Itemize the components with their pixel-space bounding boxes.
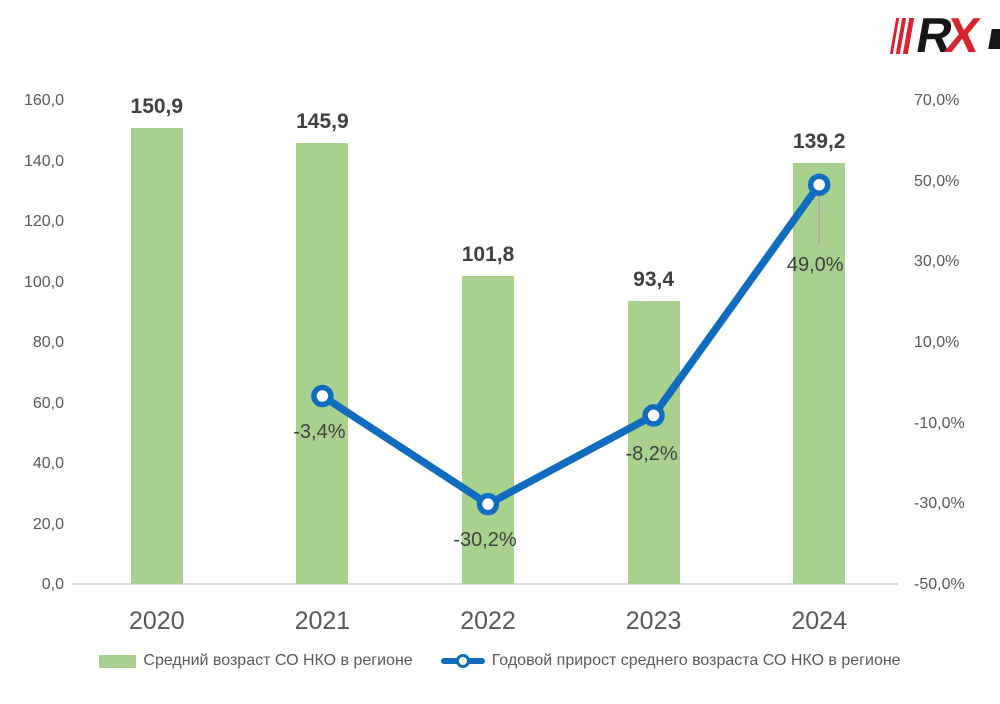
- bar-swatch-icon: [99, 654, 137, 668]
- bar-2020: [130, 127, 183, 584]
- left-axis-tick: 100,0: [23, 273, 64, 291]
- right-axis-tick: -10,0%: [914, 414, 965, 432]
- x-axis-line: [72, 583, 898, 585]
- left-axis-tick: 60,0: [32, 394, 64, 412]
- right-axis-tick: -50,0%: [914, 576, 965, 593]
- line-swatch-icon: [440, 653, 485, 669]
- left-axis-tick: 160,0: [23, 92, 64, 109]
- line-value-label: -3,4%: [293, 421, 346, 444]
- logo-letter-x: X: [941, 9, 982, 63]
- right-axis-tick: 50,0%: [914, 172, 960, 190]
- left-axis-tick: 140,0: [23, 152, 64, 170]
- bar-value-label: 93,4: [633, 268, 675, 292]
- left-axis-tick: 80,0: [32, 334, 64, 351]
- legend-item-line: Годовой прирост среднего возраста СО НКО…: [440, 652, 901, 670]
- legend-label-bar: Средний возраст СО НКО в регионе: [143, 652, 413, 669]
- left-axis-tick: 20,0: [32, 515, 64, 533]
- bar-2024: [793, 162, 846, 584]
- logo-stripes-icon: [889, 18, 917, 54]
- line-value-label: -8,2%: [625, 443, 678, 466]
- line-value-label: 49,0%: [786, 253, 844, 276]
- bar-value-label: 101,8: [461, 243, 515, 267]
- right-axis-tick: 10,0%: [914, 334, 960, 351]
- left-axis-tick: 0,0: [41, 576, 64, 593]
- x-axis-label-2020: 2020: [128, 607, 185, 635]
- growth-line: [318, 180, 823, 508]
- line-value-label: -30,2%: [453, 529, 517, 552]
- right-axis-tick: -30,0%: [914, 495, 965, 513]
- x-axis-label-2021: 2021: [294, 607, 351, 635]
- legend: Средний возраст СО НКО в регионе Годовой…: [0, 652, 1000, 670]
- left-axis-tick: 40,0: [32, 455, 64, 472]
- bar-value-label: 150,9: [130, 94, 184, 118]
- rx-logo: R X: [889, 9, 982, 63]
- left-axis-tick: 120,0: [23, 213, 64, 230]
- legend-marker-icon: [455, 654, 470, 668]
- right-axis-tick: 30,0%: [914, 253, 960, 271]
- right-axis-tick: 70,0%: [914, 92, 960, 109]
- bar-value-label: 139,2: [792, 129, 846, 153]
- x-axis-label-2022: 2022: [460, 607, 516, 635]
- bar-2021: [296, 142, 349, 584]
- logo-fragment: [988, 29, 1000, 49]
- legend-item-bar: Средний возраст СО НКО в регионе: [99, 652, 413, 670]
- x-axis-label-2023: 2023: [625, 607, 682, 635]
- bar-value-label: 145,9: [296, 109, 349, 133]
- x-axis-label-2024: 2024: [791, 607, 847, 635]
- legend-label-line: Годовой прирост среднего возраста СО НКО…: [491, 652, 901, 669]
